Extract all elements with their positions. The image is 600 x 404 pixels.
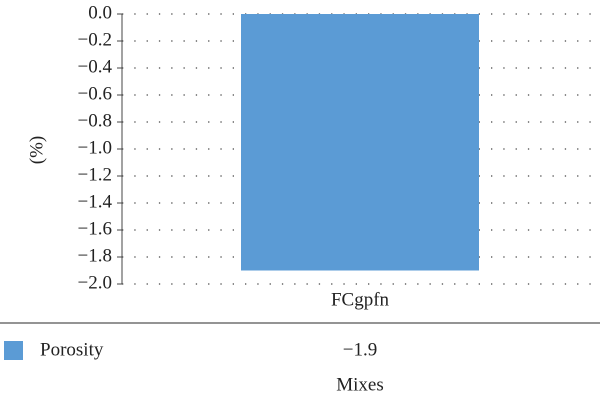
legend-label: Porosity [40, 339, 104, 360]
legend-swatch [4, 341, 23, 360]
y-tick-label: −2.0 [78, 272, 112, 293]
y-tick-label: −1.4 [78, 191, 113, 212]
y-tick-label: −0.2 [78, 29, 112, 50]
y-tick-label: −0.6 [78, 83, 112, 104]
x-axis-label: Mixes [336, 374, 384, 395]
y-tick-label: −0.8 [78, 110, 112, 131]
y-tick-label: −0.4 [78, 56, 113, 77]
y-tick-label: −1.6 [78, 218, 112, 239]
bar [241, 14, 479, 271]
y-tick-label: −1.8 [78, 245, 112, 266]
table-value: −1.9 [343, 339, 377, 360]
y-tick-label: 0.0 [88, 2, 112, 23]
y-tick-label: −1.2 [78, 164, 112, 185]
x-tick-label: FCgpfn [331, 289, 390, 310]
y-tick-label: −1.0 [78, 137, 112, 158]
y-axis-label: (%) [26, 136, 47, 164]
